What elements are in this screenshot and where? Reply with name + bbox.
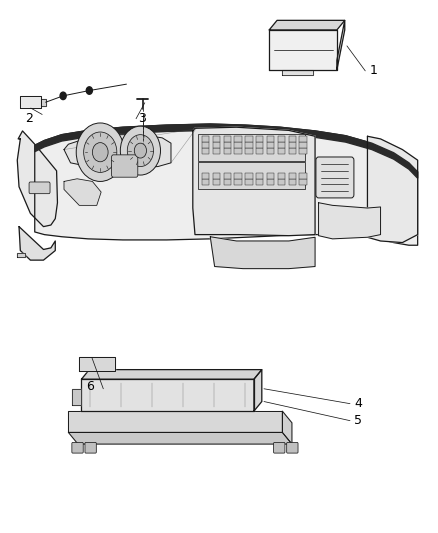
FancyBboxPatch shape xyxy=(299,149,307,155)
Polygon shape xyxy=(68,411,283,432)
FancyBboxPatch shape xyxy=(234,149,242,155)
FancyBboxPatch shape xyxy=(299,179,307,185)
Text: 5: 5 xyxy=(354,414,362,427)
Polygon shape xyxy=(283,411,292,444)
Polygon shape xyxy=(318,203,381,239)
FancyBboxPatch shape xyxy=(245,173,253,179)
FancyBboxPatch shape xyxy=(287,442,298,453)
Polygon shape xyxy=(193,127,315,236)
Polygon shape xyxy=(81,369,262,379)
FancyBboxPatch shape xyxy=(224,149,231,155)
FancyBboxPatch shape xyxy=(245,142,253,148)
FancyBboxPatch shape xyxy=(256,136,264,142)
Polygon shape xyxy=(210,237,315,269)
FancyBboxPatch shape xyxy=(278,173,285,179)
Polygon shape xyxy=(254,369,262,411)
Circle shape xyxy=(86,87,92,94)
FancyBboxPatch shape xyxy=(234,136,242,142)
FancyBboxPatch shape xyxy=(198,163,305,189)
Polygon shape xyxy=(367,136,418,243)
FancyBboxPatch shape xyxy=(299,173,307,179)
Polygon shape xyxy=(283,70,313,75)
Text: 4: 4 xyxy=(354,397,362,410)
FancyBboxPatch shape xyxy=(245,149,253,155)
FancyBboxPatch shape xyxy=(278,142,285,148)
FancyBboxPatch shape xyxy=(289,142,296,148)
Polygon shape xyxy=(20,96,41,108)
FancyBboxPatch shape xyxy=(267,149,274,155)
Polygon shape xyxy=(72,389,81,405)
FancyBboxPatch shape xyxy=(213,142,220,148)
FancyBboxPatch shape xyxy=(224,136,231,142)
Circle shape xyxy=(92,143,108,162)
FancyBboxPatch shape xyxy=(202,149,209,155)
Text: 6: 6 xyxy=(86,379,94,393)
Circle shape xyxy=(84,132,117,172)
Polygon shape xyxy=(269,20,345,30)
FancyBboxPatch shape xyxy=(278,136,285,142)
Polygon shape xyxy=(337,20,345,70)
FancyBboxPatch shape xyxy=(202,142,209,148)
FancyBboxPatch shape xyxy=(213,173,220,179)
FancyBboxPatch shape xyxy=(234,179,242,185)
Circle shape xyxy=(60,92,66,100)
FancyBboxPatch shape xyxy=(202,179,209,185)
FancyBboxPatch shape xyxy=(72,442,83,453)
FancyBboxPatch shape xyxy=(234,142,242,148)
FancyBboxPatch shape xyxy=(224,173,231,179)
Polygon shape xyxy=(35,124,418,245)
Polygon shape xyxy=(64,135,171,168)
FancyBboxPatch shape xyxy=(202,173,209,179)
Circle shape xyxy=(76,123,124,181)
FancyBboxPatch shape xyxy=(202,136,209,142)
FancyBboxPatch shape xyxy=(213,136,220,142)
FancyBboxPatch shape xyxy=(278,179,285,185)
FancyBboxPatch shape xyxy=(299,136,307,142)
FancyBboxPatch shape xyxy=(289,173,296,179)
Circle shape xyxy=(134,143,147,158)
FancyBboxPatch shape xyxy=(316,157,354,198)
FancyBboxPatch shape xyxy=(256,179,264,185)
FancyBboxPatch shape xyxy=(274,442,285,453)
Polygon shape xyxy=(41,99,46,106)
FancyBboxPatch shape xyxy=(299,142,307,148)
Polygon shape xyxy=(35,124,418,178)
FancyBboxPatch shape xyxy=(267,179,274,185)
FancyBboxPatch shape xyxy=(289,136,296,142)
Polygon shape xyxy=(79,358,115,370)
FancyBboxPatch shape xyxy=(256,173,264,179)
FancyBboxPatch shape xyxy=(267,173,274,179)
FancyBboxPatch shape xyxy=(289,179,296,185)
FancyBboxPatch shape xyxy=(289,149,296,155)
Polygon shape xyxy=(17,253,25,257)
FancyBboxPatch shape xyxy=(224,142,231,148)
Circle shape xyxy=(120,126,160,175)
FancyBboxPatch shape xyxy=(245,136,253,142)
FancyBboxPatch shape xyxy=(29,182,50,193)
Polygon shape xyxy=(19,227,55,260)
FancyBboxPatch shape xyxy=(245,179,253,185)
Polygon shape xyxy=(81,379,254,411)
FancyBboxPatch shape xyxy=(256,149,264,155)
Polygon shape xyxy=(68,432,292,444)
FancyBboxPatch shape xyxy=(85,442,96,453)
FancyBboxPatch shape xyxy=(213,179,220,185)
FancyBboxPatch shape xyxy=(224,179,231,185)
Circle shape xyxy=(127,135,153,166)
FancyBboxPatch shape xyxy=(256,142,264,148)
FancyBboxPatch shape xyxy=(198,134,305,161)
FancyBboxPatch shape xyxy=(278,149,285,155)
FancyBboxPatch shape xyxy=(213,149,220,155)
Text: 3: 3 xyxy=(138,112,146,125)
FancyBboxPatch shape xyxy=(267,136,274,142)
Polygon shape xyxy=(269,30,337,70)
FancyBboxPatch shape xyxy=(112,155,138,177)
Polygon shape xyxy=(64,179,101,205)
FancyBboxPatch shape xyxy=(267,142,274,148)
Polygon shape xyxy=(17,131,57,227)
Text: 2: 2 xyxy=(25,112,32,125)
Text: 1: 1 xyxy=(370,64,378,77)
FancyBboxPatch shape xyxy=(234,173,242,179)
